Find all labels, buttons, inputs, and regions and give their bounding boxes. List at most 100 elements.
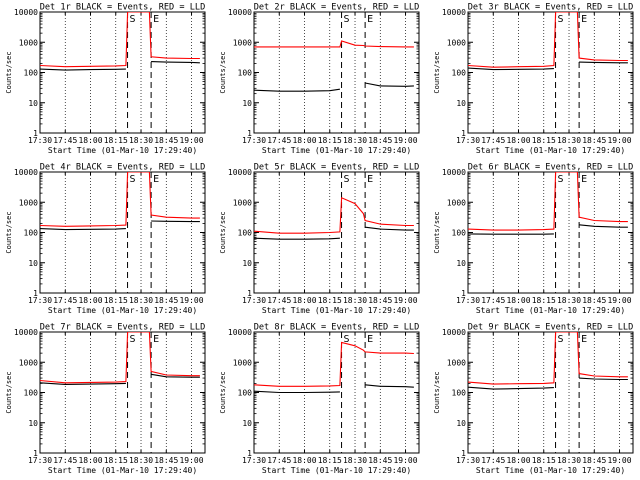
x-tick-label: 18:15 xyxy=(318,456,342,465)
chart-panel-9: Det 9r BLACK = Events, RED = LLD 17:30 17:… xyxy=(433,323,634,475)
x-tick-label: 18:00 xyxy=(292,296,316,305)
x-tick-label: 17:45 xyxy=(267,136,291,145)
x-tick-label: 18:30 xyxy=(343,136,367,145)
y-tick-label: 10000 xyxy=(442,168,466,177)
chart-panel-4: Det 4r BLACK = Events, RED = LLD 17:30 17:… xyxy=(5,163,206,315)
x-tick-label: 18:15 xyxy=(104,296,128,305)
y-tick-label: 1 xyxy=(461,289,466,298)
chart-title: Det 4r BLACK = Events, RED = LLD xyxy=(40,163,206,173)
x-tick-label: 17:30 xyxy=(242,296,266,305)
y-axis-label: Counts/sec xyxy=(433,51,441,93)
marker-label: S xyxy=(344,334,350,345)
plot-frame xyxy=(39,331,206,454)
y-tick-label: 100 xyxy=(452,229,467,238)
y-tick-label: 10 xyxy=(28,99,38,108)
x-tick-label: 18:30 xyxy=(557,296,581,305)
series-lld-line xyxy=(40,12,200,68)
y-tick-label: 10000 xyxy=(442,328,466,337)
marker-label: E xyxy=(153,174,159,185)
x-axis-label: Start Time (01-Mar-10 17:29:40) xyxy=(262,306,411,315)
marker-label: S xyxy=(344,174,350,185)
x-tick-label: 18:00 xyxy=(292,456,316,465)
y-tick-label: 100 xyxy=(24,389,39,398)
x-tick-label: 17:30 xyxy=(28,456,52,465)
y-axis-label: Counts/sec xyxy=(5,211,13,253)
x-tick-label: 17:30 xyxy=(28,136,52,145)
y-tick-label: 10000 xyxy=(228,168,252,177)
y-tick-label: 1000 xyxy=(19,198,38,207)
chart-panel-1: Det 1r BLACK = Events, RED = LLD 17:30 17:… xyxy=(5,3,206,155)
x-axis-label: Start Time (01-Mar-10 17:29:40) xyxy=(48,306,197,315)
y-tick-label: 10000 xyxy=(14,8,38,17)
x-tick-label: 19:00 xyxy=(607,456,631,465)
y-tick-label: 100 xyxy=(238,69,253,78)
x-tick-label: 18:15 xyxy=(532,136,556,145)
y-tick-label: 1 xyxy=(247,129,252,138)
series-lld-line xyxy=(468,332,628,385)
y-tick-label: 100 xyxy=(24,69,39,78)
x-tick-label: 18:45 xyxy=(582,456,606,465)
marker-label: E xyxy=(581,334,587,345)
y-tick-label: 100 xyxy=(24,229,39,238)
x-tick-label: 17:45 xyxy=(53,296,77,305)
series-events-line xyxy=(468,61,628,71)
x-axis-label: Start Time (01-Mar-10 17:29:40) xyxy=(262,146,411,155)
marker-label: E xyxy=(581,174,587,185)
x-tick-label: 17:45 xyxy=(267,456,291,465)
x-tick-label: 18:45 xyxy=(154,456,178,465)
x-tick-label: 19:00 xyxy=(607,296,631,305)
marker-label: E xyxy=(153,334,159,345)
marker-label: S xyxy=(558,174,564,185)
y-tick-label: 10000 xyxy=(228,328,252,337)
x-axis-label: Start Time (01-Mar-10 17:29:40) xyxy=(48,466,197,475)
chart-panel-6: Det 6r BLACK = Events, RED = LLD 17:30 17:… xyxy=(433,163,634,315)
x-tick-label: 18:30 xyxy=(129,136,153,145)
plot-frame xyxy=(467,331,634,454)
x-tick-label: 18:00 xyxy=(292,136,316,145)
marker-label: E xyxy=(367,334,373,345)
chart-panel-7: Det 7r BLACK = Events, RED = LLD 17:30 17:… xyxy=(5,323,206,475)
plot-frame xyxy=(467,171,634,294)
series-lld-line xyxy=(468,12,628,68)
series-lld-line xyxy=(40,172,200,227)
y-tick-label: 10000 xyxy=(14,328,38,337)
y-tick-label: 100 xyxy=(238,229,253,238)
series-events-line xyxy=(468,377,628,390)
y-tick-label: 10 xyxy=(242,99,252,108)
y-tick-label: 1 xyxy=(461,449,466,458)
x-tick-label: 18:30 xyxy=(557,136,581,145)
series-lld-line xyxy=(254,196,414,234)
x-tick-label: 17:30 xyxy=(456,296,480,305)
chart-title: Det 2r BLACK = Events, RED = LLD xyxy=(254,3,420,13)
series-events-line xyxy=(40,61,200,71)
y-tick-label: 1 xyxy=(247,449,252,458)
x-tick-label: 17:30 xyxy=(456,456,480,465)
marker-label: E xyxy=(367,174,373,185)
plot-frame xyxy=(253,11,420,134)
x-tick-label: 17:45 xyxy=(481,136,505,145)
series-lld-line xyxy=(40,332,200,384)
x-tick-label: 18:15 xyxy=(318,136,342,145)
y-tick-label: 1000 xyxy=(447,38,466,47)
x-tick-label: 19:00 xyxy=(179,136,203,145)
x-tick-label: 17:30 xyxy=(242,456,266,465)
x-tick-label: 18:15 xyxy=(532,456,556,465)
y-tick-label: 1000 xyxy=(19,38,38,47)
x-tick-label: 17:45 xyxy=(53,136,77,145)
y-tick-label: 1000 xyxy=(233,38,252,47)
x-tick-label: 19:00 xyxy=(393,136,417,145)
x-axis-label: Start Time (01-Mar-10 17:29:40) xyxy=(476,466,625,475)
y-tick-label: 10 xyxy=(456,419,466,428)
y-tick-label: 1 xyxy=(33,449,38,458)
plot-frame xyxy=(39,171,206,294)
x-tick-label: 17:45 xyxy=(481,456,505,465)
x-tick-label: 18:45 xyxy=(368,296,392,305)
x-tick-label: 18:00 xyxy=(78,456,102,465)
y-axis-label: Counts/sec xyxy=(5,371,13,413)
x-tick-label: 18:00 xyxy=(506,456,530,465)
x-tick-label: 18:00 xyxy=(506,296,530,305)
x-tick-label: 19:00 xyxy=(607,136,631,145)
chart-title: Det 9r BLACK = Events, RED = LLD xyxy=(468,323,634,333)
marker-label: E xyxy=(581,14,587,25)
